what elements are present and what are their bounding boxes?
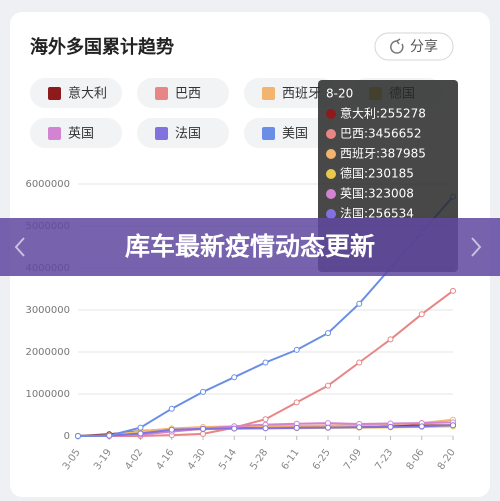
y-tick-label: 0 [64,431,70,442]
series-point [231,425,238,432]
legend-pill [244,78,336,108]
legend-pill [30,118,122,148]
y-tick-label: 3000000 [25,305,70,316]
legend-swatch [262,127,275,140]
banner-text: 库车最新疫情动态更新 [125,232,375,261]
share-label: 分享 [410,38,438,55]
series-point [262,416,269,423]
series-point [356,300,363,307]
y-tick-label: 2000000 [25,347,70,358]
y-tick-label: 1000000 [25,389,70,400]
tooltip-dot [326,109,336,119]
series-point [387,336,394,343]
tooltip-dot [326,209,336,219]
title: 海外多国累计趋势 [30,36,174,58]
series-point [325,424,331,431]
tooltip-row: 德国:230185 [340,166,414,181]
series-point [168,405,175,412]
tooltip-dot [326,189,336,199]
series-point [137,424,144,431]
series-point [168,426,175,433]
tooltip-dot [326,169,336,179]
series-point [293,399,300,406]
series-point [200,425,206,432]
legend-label: 英国 [68,127,94,142]
legend-label: 意大利 [68,86,107,102]
legend-swatch [48,127,61,140]
legend-swatch [262,87,275,100]
legend-swatch [155,87,168,100]
tooltip-row: 法国:256534 [340,207,414,221]
legend-label: 美国 [282,127,308,142]
tooltip-dot [326,149,336,159]
tooltip-row: 英国:323008 [340,187,414,201]
series-point [293,346,300,353]
series-point [137,430,144,437]
tooltip-title: 8-20 [326,87,353,101]
legend-label: 西班牙 [282,87,321,102]
y-tick-label: 6000000 [25,179,70,190]
series-point [450,287,456,294]
series-point [231,374,238,381]
legend-label: 法国 [175,127,201,142]
legend-pill [137,78,229,108]
series-point [106,432,113,439]
series-point [418,311,425,318]
series-point [325,382,331,389]
banner-prev [14,237,25,257]
legend-pill [244,118,336,148]
tooltip-dot [326,129,336,139]
series-point [418,423,425,430]
tooltip-row: 巴西:3456652 [340,127,422,141]
legend-swatch [155,127,168,140]
legend-label: 巴西 [175,87,201,102]
legend-pill [30,78,122,108]
legend-swatch [48,87,61,100]
tooltip-row: 西班牙:387985 [340,147,426,161]
series-point [262,359,269,366]
share-button[interactable]: 分享 [374,32,454,61]
series-point [450,422,456,429]
legend-pill [137,118,229,148]
series-point [262,425,269,432]
share-icon [390,38,404,54]
series-point [325,330,331,337]
series-point [200,388,206,395]
series-point [293,424,300,431]
series-point [387,423,394,430]
banner [0,218,500,276]
tooltip-row: 意大利:255278 [340,106,426,121]
series-point [356,359,363,366]
series-point [75,433,81,439]
banner-next [471,237,482,257]
series-point [356,424,363,431]
